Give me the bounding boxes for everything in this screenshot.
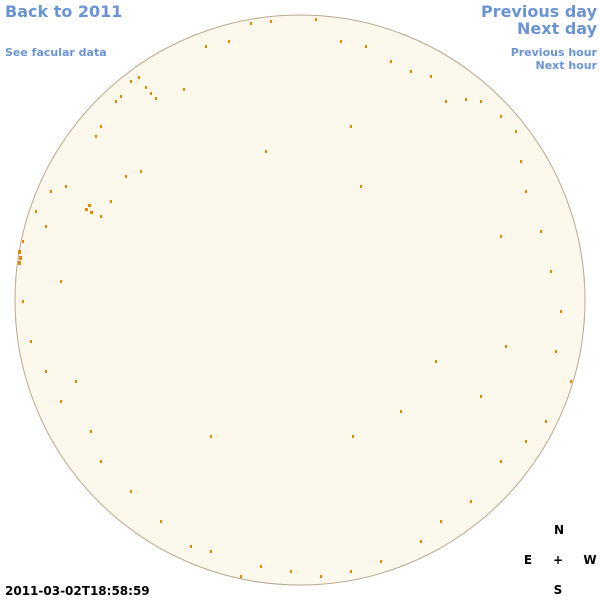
next-hour-link[interactable]: Next hour xyxy=(536,59,598,72)
faculae xyxy=(18,18,572,578)
previous-hour-link[interactable]: Previous hour xyxy=(511,46,598,59)
next-day-link[interactable]: Next day xyxy=(517,19,598,38)
compass-center: + xyxy=(553,553,563,567)
compass-north: N xyxy=(554,523,564,537)
compass-east: E xyxy=(524,553,532,567)
back-link[interactable]: Back to 2011 xyxy=(5,2,122,21)
compass-west: W xyxy=(583,553,596,567)
previous-day-link[interactable]: Previous day xyxy=(481,2,598,21)
compass-south: S xyxy=(554,583,563,597)
timestamp: 2011-03-02T18:58:59 xyxy=(5,584,150,598)
solar-disk xyxy=(14,14,586,586)
facular-link[interactable]: See facular data xyxy=(5,46,107,59)
